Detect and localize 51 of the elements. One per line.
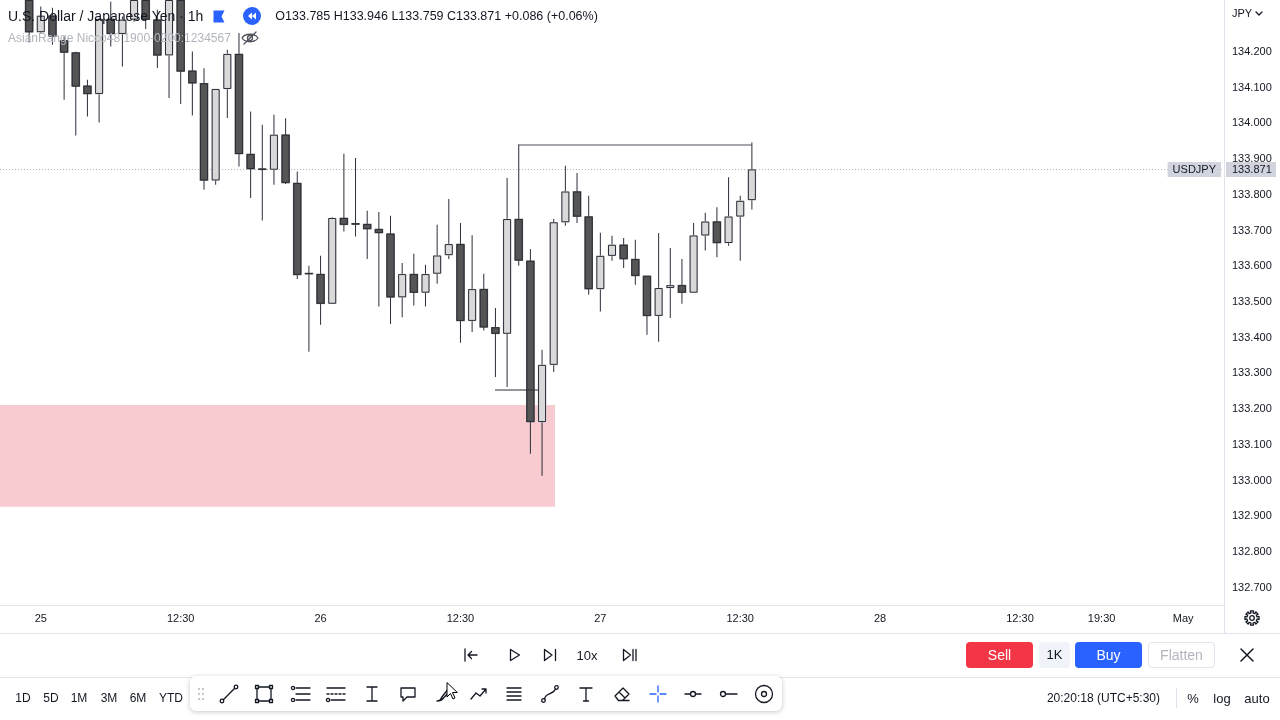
candlestick (665, 248, 675, 319)
y-tick-label: 133.800 (1232, 187, 1272, 200)
button: Buy (1075, 642, 1142, 668)
text: auto (1244, 690, 1270, 706)
text: % (1187, 690, 1199, 706)
field: 1K (1039, 642, 1070, 668)
text: 1D (15, 690, 31, 706)
x-tick-label: 12:30 (166, 611, 195, 624)
x-tick-label: 19:30 (1087, 611, 1116, 624)
button: Sell (966, 642, 1033, 668)
x-tick-label: 28 (873, 611, 887, 624)
x-tick-label: May (1172, 611, 1195, 624)
candlestick (339, 153, 349, 232)
text: log (1213, 690, 1231, 706)
y-tick-label: 133.700 (1232, 223, 1272, 236)
y-tick-label: 132.900 (1232, 509, 1272, 522)
text: 20:20:18 (UTC+5:30) (1046, 690, 1160, 706)
y-tick-label: 133.100 (1232, 437, 1272, 450)
ref-line-label: USDJPY (1172, 163, 1217, 176)
x-tick-label: 12:30 (726, 611, 754, 624)
text: JPY (1232, 6, 1253, 20)
text: 5D (43, 690, 59, 706)
y-tick-label: 134.100 (1232, 80, 1272, 93)
y-tick-label: 133.400 (1232, 330, 1272, 343)
x-tick-label: 12:30 (446, 611, 475, 624)
text: 133.871 (1232, 163, 1272, 176)
y-tick-label: 134.200 (1232, 44, 1272, 57)
candlestick (351, 157, 360, 237)
y-tick-label: 133.200 (1232, 402, 1272, 415)
y-tick-label: 133.500 (1232, 295, 1272, 307)
candlestick (491, 308, 500, 378)
candlestick (362, 210, 372, 260)
x-tick-label: 12:30 (1006, 611, 1034, 624)
y-tick-label: 133.600 (1232, 259, 1272, 272)
annotation: O133.785 H133.946 L133.759 C133.871 +0.086 (+0.06%) (275, 8, 598, 24)
text: 6M (129, 690, 147, 706)
y-tick-label: 132.800 (1232, 545, 1272, 558)
y-tick-label: 133.900 (1232, 152, 1272, 165)
x-tick-label: 27 (594, 611, 607, 624)
button: Flatten (1148, 642, 1215, 668)
x-tick-label: 26 (314, 611, 327, 624)
text: YTD (159, 690, 183, 706)
y-tick-label: 132.700 (1232, 580, 1272, 593)
y-tick-label: 133.300 (1232, 366, 1272, 379)
text: 10x (576, 647, 598, 663)
x-tick-label: 25 (34, 611, 47, 624)
text: 3M (100, 690, 118, 706)
y-tick-label: 133.000 (1232, 473, 1272, 486)
y-tick-label: 134.000 (1232, 116, 1272, 129)
candlestick (374, 211, 384, 307)
text: 1M (70, 690, 88, 706)
